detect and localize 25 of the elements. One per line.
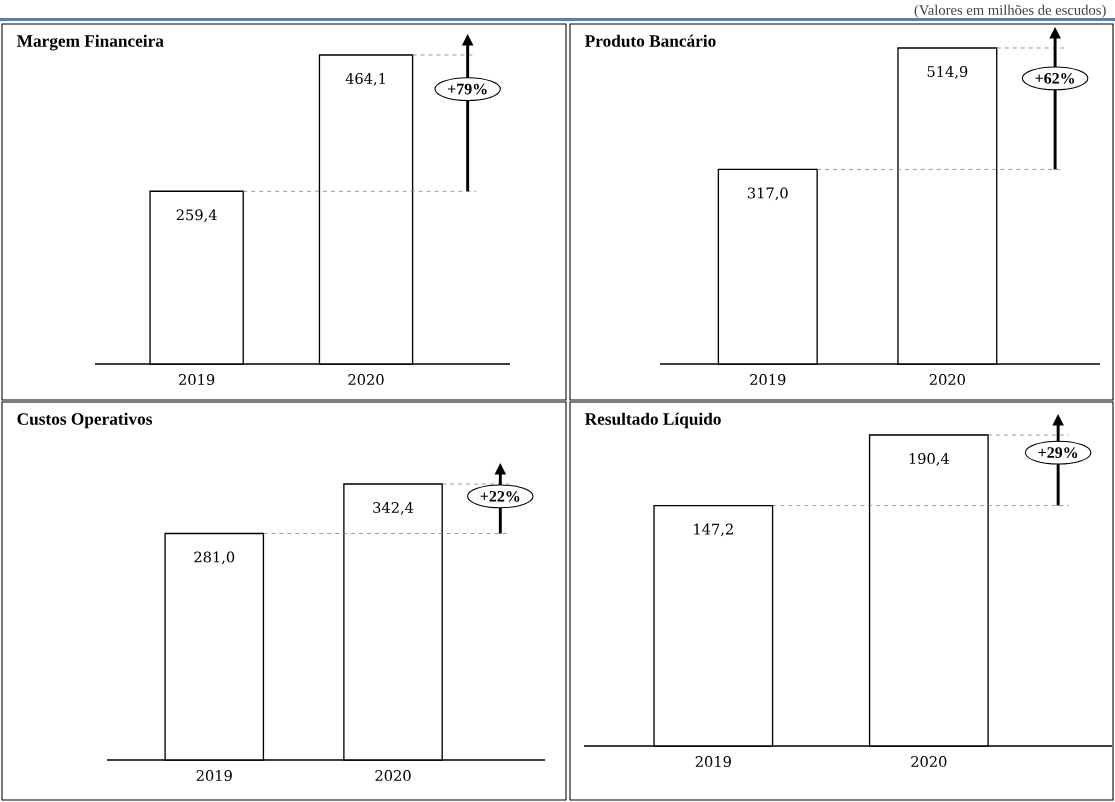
chart-title: Custos Operativos <box>17 412 153 429</box>
chart-title: Margem Financeira <box>16 34 164 51</box>
data-label: 342,4 <box>373 501 414 515</box>
chart-title: Produto Bancário <box>584 34 716 47</box>
x-tick-label: 2019 <box>750 374 786 386</box>
text: (Valores em milhões de escudos) <box>914 4 1106 18</box>
x-tick-label: 2020 <box>929 374 965 386</box>
x-tick-label: 2019 <box>695 756 731 768</box>
annotation: +62% <box>1035 72 1075 84</box>
x-tick-label: 2019 <box>179 374 215 386</box>
data-label: 514,9 <box>927 65 968 79</box>
annotation: +79% <box>448 83 487 95</box>
data-label: 464,1 <box>345 72 385 86</box>
chart-title: Resultado Líquido <box>584 412 721 429</box>
data-label: 147,2 <box>694 523 733 537</box>
x-tick-label: 2019 <box>196 770 232 782</box>
data-label: 190,4 <box>909 452 949 466</box>
x-tick-label: 2020 <box>375 770 411 782</box>
annotation: +29% <box>1038 447 1078 459</box>
data-label: 281,0 <box>194 551 235 565</box>
x-tick-label: 2020 <box>348 374 384 386</box>
data-label: 317,0 <box>747 187 788 201</box>
annotation: +22% <box>480 490 520 502</box>
data-label: 259,4 <box>176 209 217 223</box>
x-tick-label: 2020 <box>911 756 947 768</box>
